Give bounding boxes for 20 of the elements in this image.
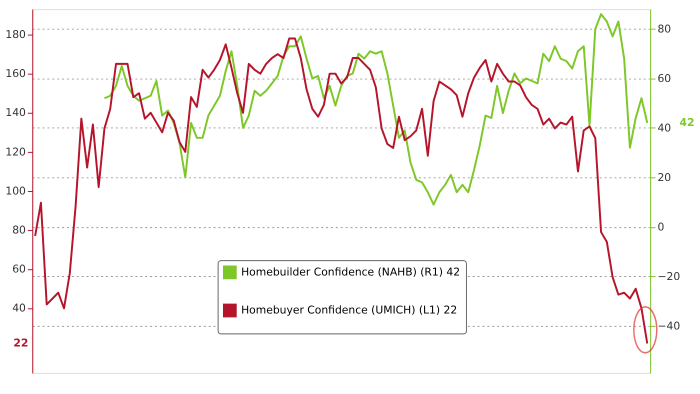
y-tick-label: 160 (5, 67, 26, 80)
line-series (103, 13, 648, 206)
y-tick-label: 100 (5, 184, 26, 198)
y2-tick-label: 20 (657, 170, 672, 184)
y2-tick-label: −40 (657, 319, 680, 332)
y2-tick-label: 60 (657, 72, 672, 85)
legend-label: Homebuilder Confidence (NAHB) (R1) 42 (241, 265, 460, 278)
text: 42 (679, 116, 694, 129)
y-tick-label: 120 (5, 145, 26, 158)
y2-tick-label: −20 (657, 270, 680, 283)
y-tick-label: 60 (12, 262, 26, 276)
y-tick-label: 40 (12, 302, 26, 315)
legend-label: Homebuyer Confidence (UMICH) (L1) 22 (241, 303, 458, 316)
y-tick-label: 140 (5, 106, 26, 120)
y2-tick-label: 80 (657, 22, 672, 36)
y-tick-label: 80 (12, 224, 26, 237)
text: 22 (13, 336, 28, 350)
y2-tick-label: 0 (657, 220, 664, 234)
y2-tick-label: 40 (657, 121, 672, 134)
y-tick-label: 180 (5, 28, 26, 41)
